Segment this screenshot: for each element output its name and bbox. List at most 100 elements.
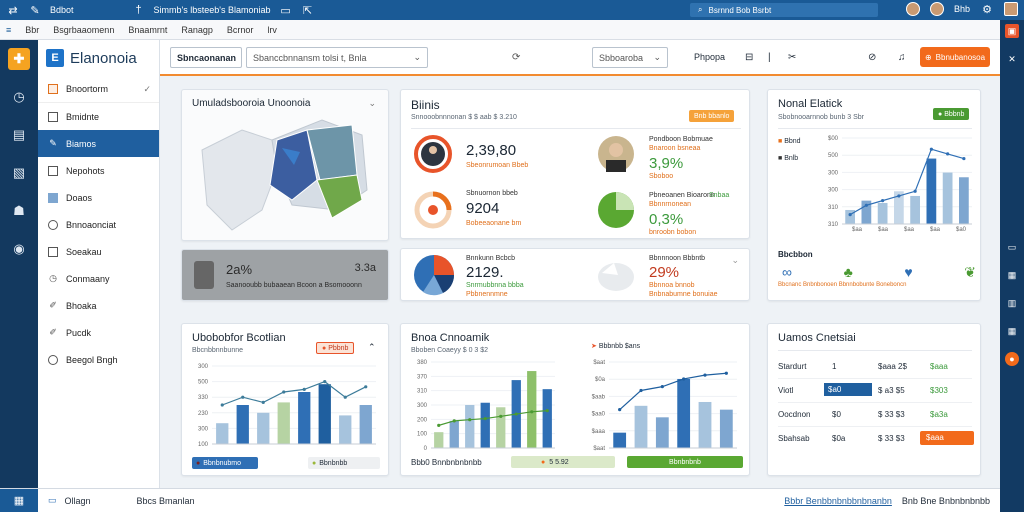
history-icon[interactable]: ◷ xyxy=(13,89,25,104)
panel-icon[interactable]: ▭ xyxy=(1007,241,1017,252)
play-icon[interactable]: ◉ xyxy=(13,241,25,256)
filter-dropdown[interactable]: Sbanccbnnansm tolsi t, Bnla ⌄ xyxy=(246,47,428,68)
app-logo-icon[interactable]: ✚ xyxy=(8,48,30,70)
axis-tick-label: $00 xyxy=(828,136,839,142)
window-menu-icon[interactable]: ⇄ xyxy=(8,4,18,17)
footer-right-chip[interactable]: ● Bbnbnbb xyxy=(308,457,380,469)
sidebar-item-10[interactable]: Beegol Bngh xyxy=(38,346,159,373)
kpi4-pie xyxy=(598,192,634,228)
refresh-icon[interactable]: ⟳ xyxy=(512,52,521,63)
axis-tick-label: $aat xyxy=(593,446,605,452)
menu-item-4[interactable]: Bcrnor xyxy=(226,24,254,35)
distribution-pie[interactable] xyxy=(413,254,455,296)
status-left[interactable]: Ollagn xyxy=(64,495,91,506)
region-map[interactable] xyxy=(182,90,389,241)
inbox-icon[interactable]: ▤ xyxy=(12,127,26,142)
axis-tick-label: $aa xyxy=(930,227,941,232)
footer-mid-chip[interactable]: ● 5 5.92 xyxy=(511,456,615,468)
chart-bar xyxy=(339,415,352,444)
lock-icon[interactable]: ⊟ xyxy=(745,52,754,63)
primary-action-button[interactable]: ⊕ Bbnubanosoa xyxy=(920,47,990,67)
profile-avatar[interactable] xyxy=(1004,2,1018,16)
project-selector[interactable]: Sbncaonanan xyxy=(170,47,242,68)
chart-icon xyxy=(194,261,214,289)
settings-icon[interactable]: ⚙ xyxy=(982,3,992,16)
kpi4-label: Pbneoanen Bioaronn xyxy=(649,192,715,199)
chart-point xyxy=(364,385,368,389)
visitor-chart[interactable]: 300 500 330 230 300 100 xyxy=(190,360,380,452)
chart-bar xyxy=(845,209,855,224)
chart-point xyxy=(483,416,487,421)
sidebar-item-6[interactable]: Soeakau xyxy=(38,238,159,265)
users-icon[interactable]: ☗ xyxy=(13,203,25,218)
bell-icon[interactable]: ♫ xyxy=(898,52,906,63)
divider xyxy=(778,426,972,427)
portal-chart[interactable]: $00 500 300 300 310 310 $aa $aa $aa $aa $a0 xyxy=(826,132,976,232)
card-badge[interactable]: Bnb bbanlo xyxy=(689,110,735,122)
data-chart[interactable]: 380 370 310 300 200 100 0 xyxy=(409,356,559,456)
sidebar-item-8[interactable]: ✐ Bhoaka xyxy=(38,292,159,319)
share-icon[interactable]: ⇱ xyxy=(302,4,313,17)
sidebar-item-4[interactable]: Doaos xyxy=(38,184,159,211)
search-icon: ⌕ xyxy=(698,5,703,14)
page-label[interactable]: Phpopa xyxy=(694,52,726,62)
sidebar-item-2[interactable]: ✎ Biamos xyxy=(38,130,159,157)
more-icon[interactable]: ⌄ xyxy=(731,255,739,265)
notification-icon[interactable]: ● xyxy=(1005,352,1019,366)
user-label[interactable]: Bhb xyxy=(953,4,970,14)
alert-icon[interactable]: ▣ xyxy=(1005,24,1019,38)
kpi3-avatar xyxy=(598,136,634,172)
kpi6-sub2: Bnbnabumne bonuiae xyxy=(649,291,718,298)
circle-icon xyxy=(48,219,58,230)
link-icon[interactable]: ⊘ xyxy=(868,52,877,63)
global-search[interactable]: ⌕ Bsrnnd Bob Bsrbt xyxy=(690,3,878,17)
chevron-down-icon[interactable]: ⌃ xyxy=(368,342,376,352)
footer-left-chip[interactable]: ● Bbnbnubmo xyxy=(192,457,258,469)
layout-icon[interactable]: ▦ xyxy=(1007,325,1017,336)
table-icon[interactable]: ▥ xyxy=(1007,297,1017,308)
chart-point xyxy=(682,377,686,381)
card-subtitle: Snnooobnnnonan $ $ aab $ 3.210 xyxy=(411,114,517,121)
grid-icon[interactable]: ▦ xyxy=(1007,269,1017,280)
brand[interactable]: E Elanonoia xyxy=(38,40,159,76)
reports-icon[interactable]: ▧ xyxy=(12,165,26,180)
sidebar-item-5[interactable]: Bnnoaonciat xyxy=(38,211,159,238)
menu-item-1[interactable]: Bsgrbaaomenn xyxy=(53,24,115,35)
footer-right-chip[interactable]: Bbnbnbnb xyxy=(627,456,743,468)
folder-icon[interactable]: ▭ xyxy=(280,4,291,17)
menu-item-3[interactable]: Ranagp xyxy=(181,24,213,35)
sidebar-item-label: Soeakau xyxy=(66,246,102,257)
row-c: $a3a xyxy=(930,410,948,419)
close-icon[interactable]: ✕ xyxy=(1008,53,1016,64)
sidebar-item-0[interactable]: Bnoortorm ✓ xyxy=(38,76,159,103)
sidebar-item-3[interactable]: Nepohots xyxy=(38,157,159,184)
divider xyxy=(778,350,972,351)
menu-item-5[interactable]: lrv xyxy=(267,24,277,35)
sidebar-item-label: Bhoaka xyxy=(66,300,97,311)
map-summary-card[interactable]: 2a% 3.3a Saanooubb bubaaean Bcoon a Bsom… xyxy=(181,249,389,301)
chart-bar xyxy=(465,405,475,448)
chart-bar xyxy=(236,405,249,444)
view-selector[interactable]: Sbboaroba ⌄ xyxy=(592,47,668,68)
kpi1-value: 2,39,80 xyxy=(466,142,517,159)
sidebar-item-1[interactable]: Bmidnte xyxy=(38,103,159,130)
menu-item-2[interactable]: Bnaamrnt xyxy=(128,24,168,35)
menu-item-0[interactable]: Bbr xyxy=(25,24,40,35)
more-icon[interactable]: ⌄ xyxy=(368,98,376,108)
apps-grid-icon[interactable]: ▦ xyxy=(0,488,38,512)
user-avatar[interactable] xyxy=(905,2,920,16)
sidebar-item-7[interactable]: ◷ Conmaany xyxy=(38,265,159,292)
user-avatar-2[interactable] xyxy=(929,2,944,16)
tools-icon[interactable]: ✂ xyxy=(788,52,797,63)
data-chart-2[interactable]: $aat $0a $aab $aa0 $aaa $aat xyxy=(591,356,741,456)
status-link[interactable]: Bbbr Benbbnbnbbnbnanbn xyxy=(784,495,892,506)
sidebar-item-9[interactable]: ✐ Pucdk xyxy=(38,319,159,346)
card-badge[interactable]: ● Bbbnb xyxy=(933,108,970,120)
status-icon[interactable]: ▭ xyxy=(48,495,57,505)
edit-icon[interactable]: ✎ xyxy=(30,4,40,17)
hamburger-icon[interactable]: ≡ xyxy=(6,24,12,35)
sidebar-item-label: Pucdk xyxy=(66,327,92,338)
chart-bar xyxy=(959,177,969,224)
legend-item-1: ■ Bbnd xyxy=(778,138,801,145)
period-badge[interactable]: ● Pbbnb xyxy=(316,342,355,354)
